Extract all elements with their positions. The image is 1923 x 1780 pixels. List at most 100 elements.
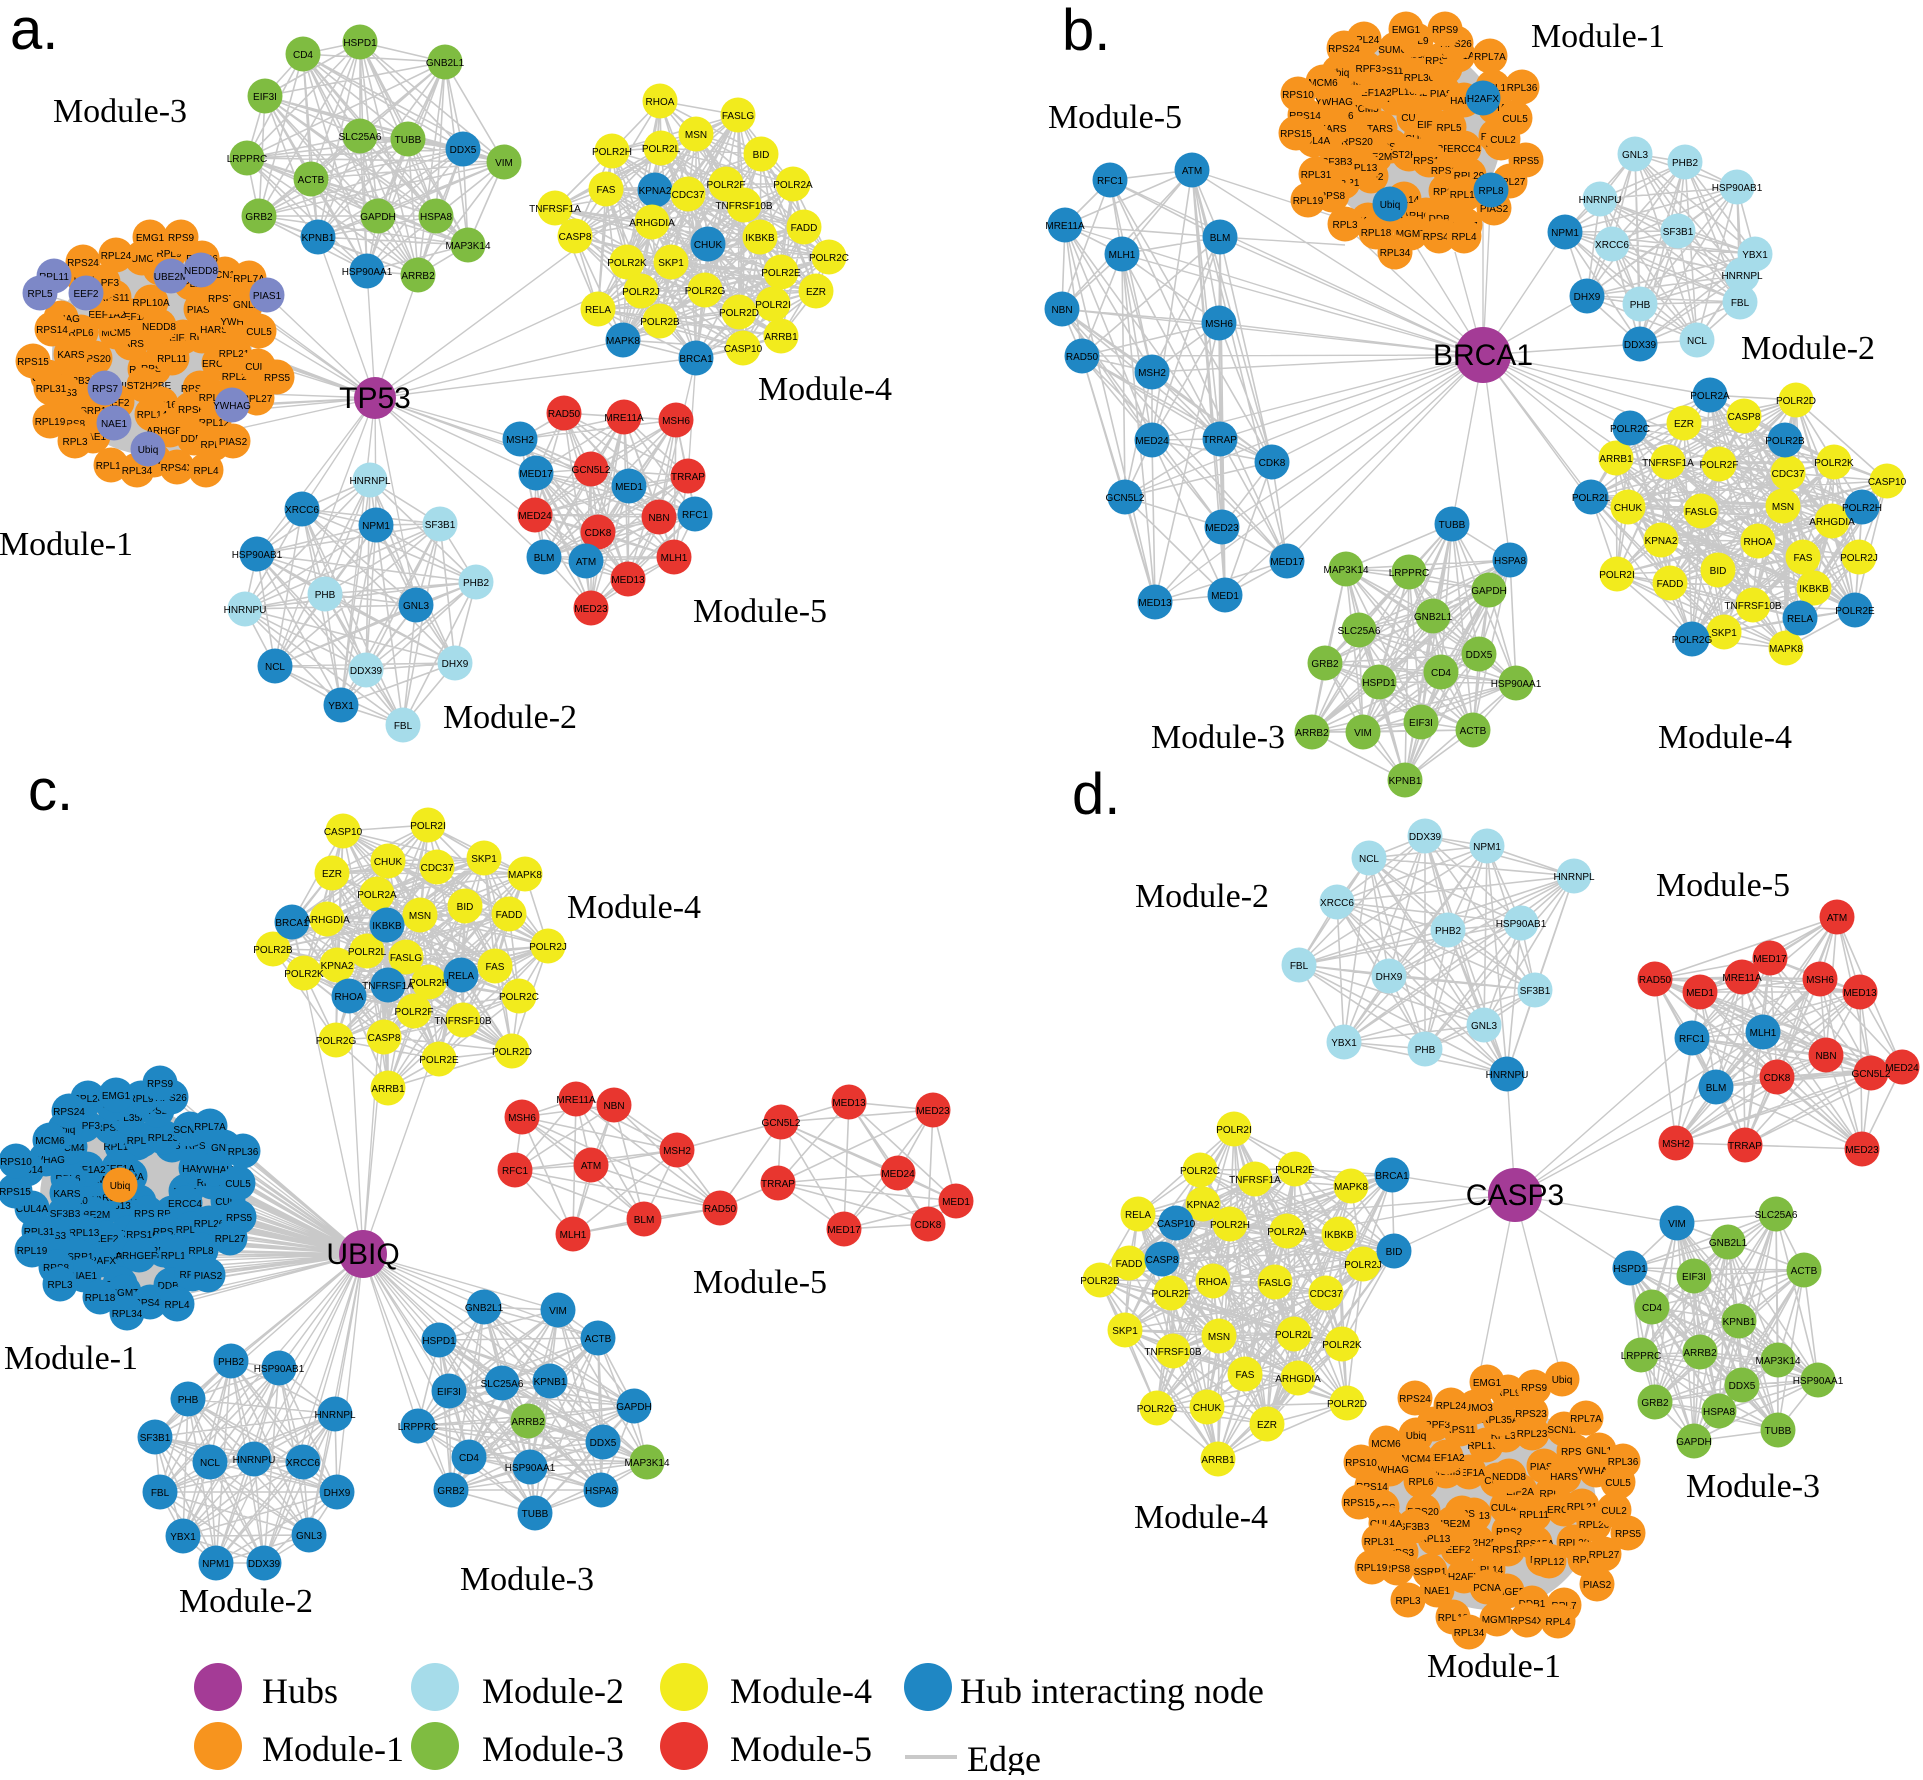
svg-text:RPS23: RPS23 <box>1515 1409 1547 1420</box>
svg-text:ATM: ATM <box>576 557 596 568</box>
svg-text:RPS4X: RPS4X <box>1423 232 1456 243</box>
svg-text:MSN: MSN <box>1208 1332 1230 1343</box>
svg-text:MED24: MED24 <box>518 511 552 522</box>
svg-text:GCN5L2: GCN5L2 <box>762 1118 801 1129</box>
svg-text:RPS5: RPS5 <box>226 1213 253 1224</box>
svg-text:EZR: EZR <box>322 869 342 880</box>
svg-text:CDC37: CDC37 <box>1772 469 1805 480</box>
svg-text:POLR2G: POLR2G <box>316 1036 357 1047</box>
svg-text:RPS8: RPS8 <box>1384 1564 1411 1575</box>
svg-text:UBE2M: UBE2M <box>154 272 188 283</box>
svg-text:RPL36: RPL36 <box>1507 83 1538 94</box>
svg-text:POLR2E: POLR2E <box>419 1055 459 1066</box>
svg-text:TNFRSF1A: TNFRSF1A <box>362 981 414 992</box>
svg-text:RPL12: RPL12 <box>161 1251 192 1262</box>
svg-text:Ubiq: Ubiq <box>1406 1431 1427 1442</box>
svg-text:RPS26: RPS26 <box>1440 39 1472 50</box>
svg-text:CASP10: CASP10 <box>1157 1219 1196 1230</box>
svg-text:PHB2: PHB2 <box>463 578 490 589</box>
svg-text:MED24: MED24 <box>1885 1063 1919 1074</box>
svg-text:VIM: VIM <box>1668 1219 1686 1230</box>
svg-text:HARS: HARS <box>1450 96 1478 107</box>
svg-text:ARRB2: ARRB2 <box>401 271 435 282</box>
svg-text:SF3B1: SF3B1 <box>425 520 456 531</box>
svg-text:NEDD8: NEDD8 <box>1492 1472 1526 1483</box>
svg-text:NCL: NCL <box>1687 336 1707 347</box>
svg-text:YWHAH: YWHAH <box>196 1165 233 1176</box>
svg-text:RPS6: RPS6 <box>1433 187 1460 198</box>
svg-text:RPL10A: RPL10A <box>132 298 170 309</box>
svg-text:POLR2I: POLR2I <box>755 300 791 311</box>
svg-text:RPL29: RPL29 <box>1454 171 1485 182</box>
svg-text:POLR2C: POLR2C <box>1610 424 1650 435</box>
svg-text:CASP8: CASP8 <box>559 232 592 243</box>
svg-text:EMG1: EMG1 <box>1473 1378 1502 1389</box>
svg-text:POLR2K: POLR2K <box>284 969 324 980</box>
svg-text:Module-5: Module-5 <box>693 1264 827 1301</box>
svg-text:PIAS1: PIAS1 <box>253 291 282 302</box>
svg-text:DDX39: DDX39 <box>1624 340 1657 351</box>
svg-text:MCM5: MCM5 <box>1349 104 1379 115</box>
svg-text:SSRP1: SSRP1 <box>61 1252 94 1263</box>
svg-text:RPL31: RPL31 <box>36 384 67 395</box>
svg-text:EEF2: EEF2 <box>73 289 98 300</box>
svg-text:RPL6: RPL6 <box>1408 1477 1433 1488</box>
svg-text:RPS5: RPS5 <box>1513 156 1540 167</box>
svg-text:ACTB: ACTB <box>585 1334 612 1345</box>
svg-text:NPM1: NPM1 <box>1473 842 1501 853</box>
svg-text:NPM1: NPM1 <box>1551 228 1579 239</box>
svg-text:YWHAG: YWHAG <box>1315 97 1353 108</box>
svg-text:GAPDH: GAPDH <box>1676 1437 1712 1448</box>
svg-text:RPS2: RPS2 <box>134 1209 161 1220</box>
svg-text:H2AFX: H2AFX <box>1448 1572 1481 1583</box>
svg-text:RPL31: RPL31 <box>1301 170 1332 181</box>
svg-text:POLR2J: POLR2J <box>1840 553 1878 564</box>
svg-text:Module-2: Module-2 <box>443 699 577 736</box>
svg-text:MAP3K14: MAP3K14 <box>1323 565 1368 576</box>
svg-text:MED13: MED13 <box>832 1098 866 1109</box>
svg-text:NEDD8: NEDD8 <box>142 322 176 333</box>
svg-text:CASP8: CASP8 <box>1728 412 1761 423</box>
svg-text:HNRNPL: HNRNPL <box>314 1410 356 1421</box>
svg-text:SCN1A: SCN1A <box>1547 1425 1581 1436</box>
svg-text:H2AFX: H2AFX <box>84 1256 117 1267</box>
svg-text:FBL: FBL <box>1731 298 1750 309</box>
svg-text:RFC1: RFC1 <box>1679 1034 1706 1045</box>
svg-text:RPL30: RPL30 <box>127 1136 158 1147</box>
svg-text:KPNB1: KPNB1 <box>1723 1317 1756 1328</box>
svg-text:PIAS1: PIAS1 <box>1530 1462 1559 1473</box>
svg-text:PHB: PHB <box>1415 1045 1436 1056</box>
svg-text:RPL12: RPL12 <box>1450 190 1481 201</box>
svg-text:RAD50: RAD50 <box>704 1204 737 1215</box>
svg-text:DDX5: DDX5 <box>1729 1381 1756 1392</box>
svg-text:IKBKB: IKBKB <box>745 233 775 244</box>
svg-text:POLR2J: POLR2J <box>622 287 660 298</box>
svg-text:MSH6: MSH6 <box>508 1113 536 1124</box>
svg-text:RELA: RELA <box>1125 1210 1151 1221</box>
svg-text:HSPA8: HSPA8 <box>420 212 452 223</box>
svg-text:RPS15: RPS15 <box>1343 1498 1375 1509</box>
svg-text:RPS15A: RPS15A <box>1431 166 1470 177</box>
svg-text:SCN1A: SCN1A <box>173 1125 207 1136</box>
svg-text:GNB2L1: GNB2L1 <box>465 1303 504 1314</box>
svg-text:RPL21: RPL21 <box>1567 1502 1598 1513</box>
svg-text:Module-1: Module-1 <box>4 1340 138 1377</box>
svg-text:SLC25A6: SLC25A6 <box>1755 1210 1798 1221</box>
svg-text:RHOA: RHOA <box>335 992 364 1003</box>
svg-text:POLR2B: POLR2B <box>640 317 680 328</box>
svg-text:RPS10: RPS10 <box>0 1157 32 1168</box>
svg-text:POLR2G: POLR2G <box>1137 1404 1178 1415</box>
svg-text:LRPPRC: LRPPRC <box>1621 1351 1662 1362</box>
svg-text:XRCC6: XRCC6 <box>286 1458 320 1469</box>
svg-text:Ubiq: Ubiq <box>1380 200 1401 211</box>
svg-text:EMG1: EMG1 <box>136 233 165 244</box>
svg-text:RPL7: RPL7 <box>200 440 225 451</box>
svg-text:BLM: BLM <box>1210 233 1231 244</box>
svg-text:EMG1: EMG1 <box>1392 25 1421 36</box>
svg-text:EEF1A: EEF1A <box>1453 1468 1485 1479</box>
svg-text:ARRB1: ARRB1 <box>764 332 798 343</box>
svg-text:RPS8: RPS8 <box>1319 191 1346 202</box>
svg-text:SLC25A6: SLC25A6 <box>339 132 382 143</box>
svg-text:RPL34: RPL34 <box>1380 248 1411 259</box>
svg-text:RPS6: RPS6 <box>178 405 205 416</box>
